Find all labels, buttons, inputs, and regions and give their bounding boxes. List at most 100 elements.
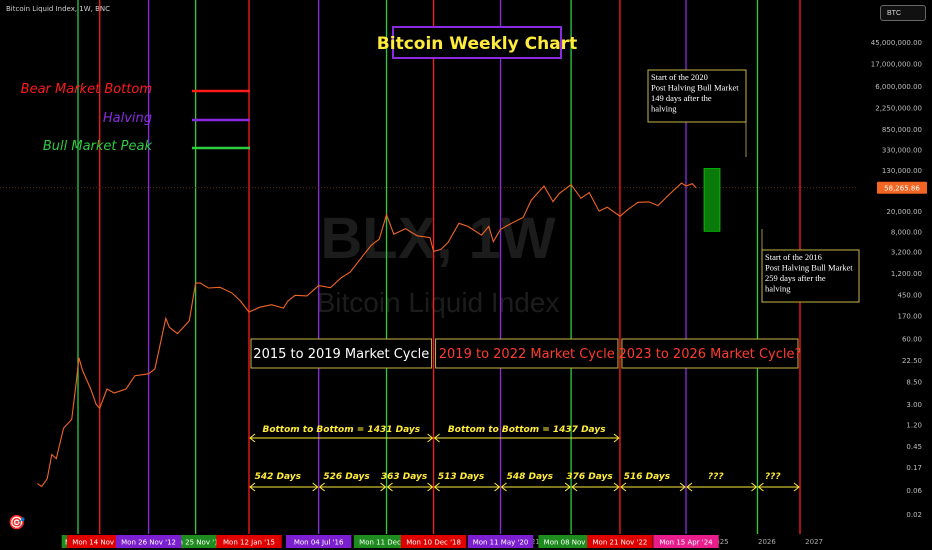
date-tag: Mon 12 Jan '15	[223, 539, 275, 547]
segment-arrow-head	[500, 482, 507, 492]
watermark-name: Bitcoin Liquid Index	[317, 287, 560, 318]
cycle-label: 2019 to 2022 Market Cycle	[439, 347, 615, 362]
last-price-tag-bg	[877, 181, 927, 194]
x-axis-year-label: 2025	[711, 538, 729, 546]
date-tag-bg	[587, 535, 653, 548]
price-tick-label: 45,000,000.00	[871, 39, 922, 47]
date-tag: Mon 25 Nov '13	[168, 539, 223, 547]
legend-label: Halving	[103, 111, 152, 126]
segment-arrow-head	[751, 482, 758, 492]
segment-arrow-head	[686, 482, 693, 492]
segment-arrow-head	[312, 482, 319, 492]
segment-label: 548 Days	[507, 472, 554, 482]
date-tag-bg	[467, 535, 534, 548]
price-tick-label: 1.20	[906, 421, 922, 429]
segment-arrow-head	[433, 482, 440, 492]
bottom-to-bottom-arrow-head	[249, 433, 256, 443]
segment-arrow-head	[571, 482, 578, 492]
price-tick-label: 6,000,000.00	[875, 83, 922, 91]
segment-label: ???	[765, 472, 781, 482]
annotation-text: 149 days after the	[651, 93, 712, 103]
price-tick-label: 60.00	[902, 336, 922, 344]
segment-arrow-head	[564, 482, 571, 492]
date-tag-bg	[400, 535, 467, 548]
date-tag: Mon 10 Dec '18	[406, 539, 461, 547]
date-tag-bg	[653, 535, 719, 548]
segment-arrow-head	[380, 482, 387, 492]
segment-arrow-head	[386, 482, 393, 492]
segment-label: ???	[708, 472, 724, 482]
segment-label: 363 Days	[381, 472, 428, 482]
price-tick-label: 3.00	[906, 401, 922, 409]
annotation-text: Post Halving Bull Market	[651, 83, 739, 93]
segment-arrow-head	[793, 482, 800, 492]
watermark-symbol: BLX, 1W	[320, 206, 555, 271]
segment-label: 542 Days	[255, 472, 302, 482]
tradingview-logo-icon: 🎯	[8, 514, 26, 530]
legend-label: Bear Market Bottom	[21, 82, 152, 97]
annotation-text: halving	[765, 284, 791, 294]
segment-arrow-head	[679, 482, 686, 492]
annotation-text: Start of the 2016	[765, 252, 822, 262]
bottom-to-bottom-arrow-head	[433, 433, 440, 443]
price-tick-label: 2,250,000.00	[875, 105, 922, 113]
bottom-to-bottom-label: Bottom to Bottom = 1431 Days	[262, 425, 420, 435]
date-tag-bg	[115, 535, 182, 548]
symbol-button[interactable]: BTC	[880, 5, 926, 21]
date-tag: Mon 11 Dec '17	[359, 539, 414, 547]
segment-arrow-head	[620, 482, 627, 492]
segment-arrow-head	[494, 482, 501, 492]
annotation-box	[647, 69, 747, 123]
cycle-label: 2015 to 2019 Market Cycle	[253, 347, 429, 362]
price-tick-label: 0.17	[906, 464, 922, 472]
price-tick-label: 450.00	[898, 291, 923, 299]
annotation-text: Start of the 2020	[651, 72, 708, 82]
cycle-box	[250, 338, 433, 369]
segment-label: 513 Days	[438, 472, 485, 482]
segment-arrow-head	[318, 482, 325, 492]
cycle-box	[435, 338, 619, 369]
date-tag: Mon 14 Nov '11	[72, 539, 127, 547]
segment-arrow-head	[757, 482, 764, 492]
date-tag: Mon 11 May '20	[473, 539, 529, 547]
bottom-to-bottom-arrow-head	[613, 433, 620, 443]
date-tag: Mon 15 Apr '24	[659, 539, 713, 547]
price-tick-label: 170.00	[898, 313, 923, 321]
price-tick-label: 8.50	[906, 378, 922, 386]
date-tag-bg	[285, 535, 352, 548]
annotation-text: Post Halving Bull Market	[765, 263, 853, 273]
price-tick-label: 130,000.00	[882, 167, 922, 175]
price-tick-label: 20,000.00	[886, 208, 922, 216]
segment-arrow-head	[613, 482, 620, 492]
price-tick-label: 0.45	[906, 443, 922, 451]
price-tick-label: 850,000.00	[882, 126, 922, 134]
cycle-box	[621, 338, 799, 369]
chart-title-box	[392, 26, 562, 59]
x-axis-year-label: 2026	[758, 538, 776, 546]
chart-header-title: Bitcoin Liquid Index, 1W, BNC	[6, 5, 111, 13]
date-tag: Mon 04 Jul '16	[294, 539, 344, 547]
projection-bar	[703, 168, 721, 232]
date-tag: Mon 26 Nov '12	[121, 539, 176, 547]
date-tag: Mon 08 Nov '21	[544, 539, 599, 547]
price-tick-label: 22.50	[902, 357, 922, 365]
x-axis-year-label: 2027	[805, 538, 823, 546]
segment-label: 516 Days	[624, 472, 671, 482]
segment-label: 526 Days	[323, 472, 370, 482]
annotation-text: 259 days after the	[765, 273, 826, 283]
price-tick-label: 3,200.00	[891, 248, 922, 256]
last-price-tag: 58,265.86	[884, 185, 920, 193]
price-tick-label: 17,000,000.00	[871, 60, 922, 68]
price-tick-label: 1,200.00	[891, 270, 922, 278]
legend-label: Bull Market Peak	[43, 139, 153, 154]
price-tick-label: 0.02	[906, 511, 922, 519]
segment-arrow-head	[249, 482, 256, 492]
price-line	[37, 182, 697, 488]
date-tag: Mon 21 Nov '22	[593, 539, 648, 547]
cycle-label: 2023 to 2026 Market Cycle?	[619, 347, 802, 362]
price-tick-label: 8,000.00	[891, 228, 922, 236]
annotation-box	[761, 249, 860, 303]
price-tick-label: 330,000.00	[882, 147, 922, 155]
segment-label: 376 Days	[566, 472, 613, 482]
